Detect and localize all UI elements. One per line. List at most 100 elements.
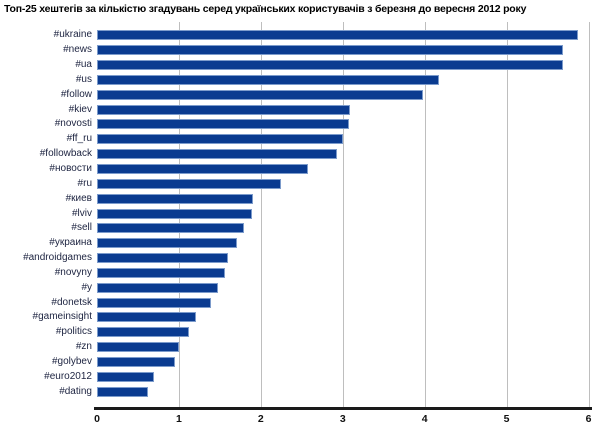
category-label: #украина xyxy=(49,237,92,249)
bar-row: #ukraine xyxy=(0,28,589,43)
bar-track xyxy=(97,117,589,132)
bar xyxy=(97,342,180,353)
bar-track xyxy=(97,369,589,384)
bar-track xyxy=(97,236,589,251)
bar-row: #follow xyxy=(0,87,589,102)
category-label: #novyny xyxy=(54,266,92,278)
bar-track xyxy=(97,162,589,177)
bar xyxy=(97,104,350,115)
bar xyxy=(97,253,228,264)
bar-track xyxy=(97,325,589,340)
bar-track xyxy=(97,132,589,147)
bar-row: #dating xyxy=(0,384,589,399)
category-label: #sell xyxy=(71,222,92,234)
category-label: #ff_ru xyxy=(66,133,92,145)
bar-track xyxy=(97,102,589,117)
category-label: #ukraine xyxy=(53,29,92,41)
bar-row: #news xyxy=(0,43,589,58)
bar xyxy=(97,223,244,234)
bar-track xyxy=(97,340,589,355)
x-tick-label: 1 xyxy=(175,413,182,425)
x-axis-line xyxy=(94,407,592,410)
bar-track xyxy=(97,310,589,325)
category-label: #lviv xyxy=(71,207,92,219)
bar-row: #gameinsight xyxy=(0,310,589,325)
gridline xyxy=(342,22,344,408)
bar-row: #lviv xyxy=(0,206,589,221)
bar xyxy=(97,297,212,308)
category-label: #news xyxy=(63,44,92,56)
bar xyxy=(97,30,579,41)
category-label: #ru xyxy=(77,177,92,189)
category-label: #androidgames xyxy=(23,252,92,264)
bar xyxy=(97,238,238,249)
bar-track xyxy=(97,221,589,236)
category-label: #followback xyxy=(39,148,92,160)
bar-track xyxy=(97,206,589,221)
bar-row: #новости xyxy=(0,162,589,177)
x-tick-label: 0 xyxy=(94,413,100,425)
bar-row: #киев xyxy=(0,191,589,206)
bar xyxy=(97,164,308,175)
category-label: #golybev xyxy=(51,355,92,367)
x-tick-label: 5 xyxy=(503,413,510,425)
bar xyxy=(97,267,226,278)
gridline xyxy=(588,22,590,408)
x-tick-label: 2 xyxy=(257,413,264,425)
category-label: #киев xyxy=(65,192,92,204)
bar xyxy=(97,60,563,71)
bar-row: #sell xyxy=(0,221,589,236)
bar xyxy=(97,356,176,367)
bar xyxy=(97,74,439,85)
bar xyxy=(97,312,196,323)
bar xyxy=(97,89,423,100)
bar-track xyxy=(97,355,589,370)
category-label: #gameinsight xyxy=(32,311,92,323)
bar xyxy=(97,134,344,145)
bar-track xyxy=(97,384,589,399)
bar-track xyxy=(97,58,589,73)
gridline xyxy=(424,22,426,408)
bar-row: #kiev xyxy=(0,102,589,117)
bar-track xyxy=(97,251,589,266)
bar-track xyxy=(97,280,589,295)
bar-track xyxy=(97,73,589,88)
bar-row: #ff_ru xyxy=(0,132,589,147)
category-label: #zn xyxy=(75,341,92,353)
category-label: #dating xyxy=(59,385,92,397)
category-label: #follow xyxy=(60,88,92,100)
bar-track xyxy=(97,43,589,58)
bar xyxy=(97,178,281,189)
bar-row: #androidgames xyxy=(0,251,589,266)
bar-track xyxy=(97,87,589,102)
category-label: #kiev xyxy=(68,103,92,115)
bar-track xyxy=(97,191,589,206)
category-label: #новости xyxy=(49,163,92,175)
bar xyxy=(97,371,154,382)
bar-rows: #ukraine #news #ua #us #follow #kiev #novosti #… xyxy=(0,28,589,399)
bar-row: #followback xyxy=(0,147,589,162)
bar-row: #zn xyxy=(0,340,589,355)
bar xyxy=(97,282,218,293)
category-label: #novosti xyxy=(54,118,92,130)
category-label: #y xyxy=(81,281,92,293)
x-tick-label: 4 xyxy=(421,413,428,425)
bar-row: #politics xyxy=(0,325,589,340)
category-label: #us xyxy=(75,73,92,85)
chart-title: Топ-25 хештегів за кількістю згадувань с… xyxy=(4,3,527,15)
bar-row: #y xyxy=(0,280,589,295)
bar-track xyxy=(97,266,589,281)
bar xyxy=(97,208,253,219)
bar xyxy=(97,149,337,160)
category-label: #euro2012 xyxy=(44,370,92,382)
bar xyxy=(97,119,349,130)
bar-row: #donetsk xyxy=(0,295,589,310)
x-tick-label: 3 xyxy=(339,413,346,425)
bar-row: #украина xyxy=(0,236,589,251)
bar-row: #novyny xyxy=(0,266,589,281)
category-label: #ua xyxy=(75,59,92,71)
bar xyxy=(97,327,190,338)
category-label: #politics xyxy=(55,326,92,338)
bar-track xyxy=(97,176,589,191)
